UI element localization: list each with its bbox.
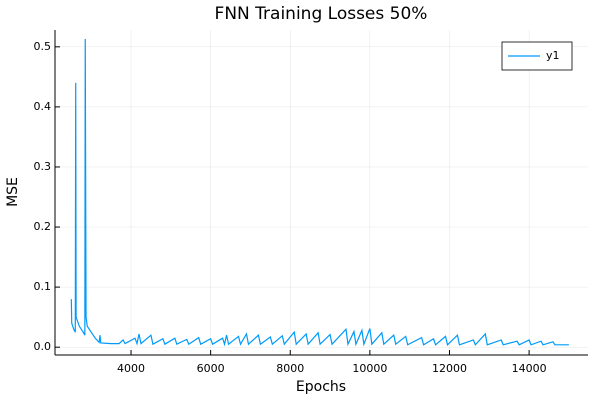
y-tick-label: 0.4 [34, 100, 52, 113]
data-line [70, 39, 569, 347]
y-tick-label: 0.3 [34, 160, 52, 173]
y-tick-label: 0.1 [34, 280, 52, 293]
x-tick-label: 4000 [117, 362, 145, 375]
y-tick-label: 0.0 [34, 340, 52, 353]
x-tick-label: 14000 [512, 362, 547, 375]
x-tick-label: 6000 [197, 362, 225, 375]
y-tick-label: 0.5 [34, 40, 52, 53]
legend-label: y1 [546, 49, 560, 62]
x-tick-label: 8000 [276, 362, 304, 375]
x-tick-label: 12000 [432, 362, 467, 375]
y-axis-label: MSE [5, 177, 21, 207]
y-tick-label: 0.2 [34, 220, 52, 233]
x-axis-label: Epochs [296, 379, 346, 395]
chart-title: FNN Training Losses 50% [215, 4, 428, 24]
x-tick-label: 10000 [352, 362, 387, 375]
